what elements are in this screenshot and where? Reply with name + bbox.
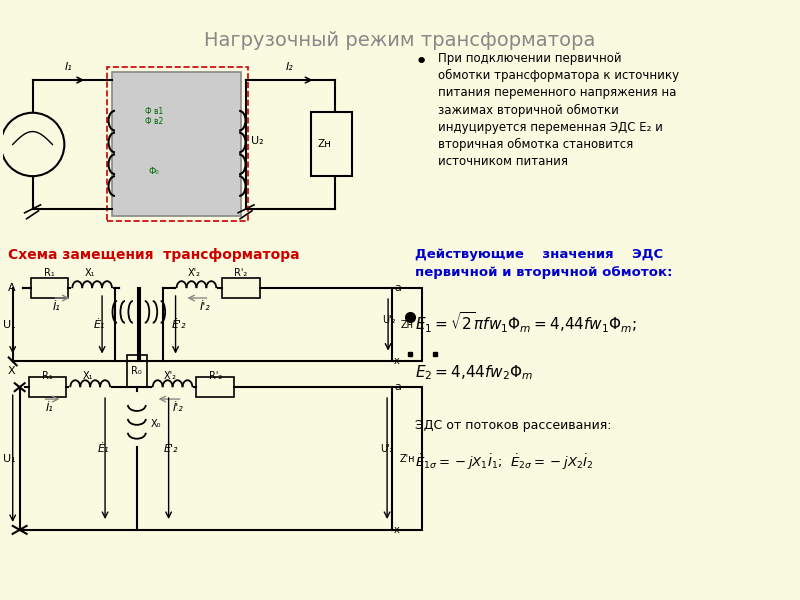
Text: Ė₁: Ė₁ (98, 443, 109, 454)
Text: a: a (394, 283, 401, 293)
Text: R'₂: R'₂ (209, 371, 222, 381)
Text: U₁: U₁ (2, 454, 15, 464)
Text: $E_1 = \sqrt{2}\pi f w_1 \Phi_m = 4{,}44 f w_1 \Phi_m$;: $E_1 = \sqrt{2}\pi f w_1 \Phi_m = 4{,}44… (415, 310, 637, 335)
Bar (197, 377, 234, 397)
Text: R₁: R₁ (42, 371, 53, 381)
Text: ЭДС от потоков рассеивания:: ЭДС от потоков рассеивания: (415, 419, 611, 432)
Text: X'₂: X'₂ (188, 268, 201, 278)
Text: U'₂: U'₂ (382, 315, 396, 325)
Text: Схема замещения  трансформатора: Схема замещения трансформатора (8, 248, 299, 262)
Text: Действующие    значения    ЭДС
первичной и вторичной обмоток:: Действующие значения ЭДС первичной и вто… (415, 248, 672, 280)
Text: $E_2 = 4{,}44 f w_2 \Phi_m$: $E_2 = 4{,}44 f w_2 \Phi_m$ (415, 364, 534, 382)
Text: İ₁: İ₁ (46, 403, 54, 413)
Text: Ė'₂: Ė'₂ (171, 320, 186, 330)
Bar (107, 67, 248, 221)
Bar (30, 278, 68, 298)
Bar (29, 377, 66, 397)
Text: İ₁: İ₁ (53, 302, 60, 312)
Text: R'₂: R'₂ (234, 268, 248, 278)
Bar (392, 288, 422, 361)
Text: Ė₁: Ė₁ (94, 320, 105, 330)
Text: Ф в1
Ф в2: Ф в1 Ф в2 (145, 107, 163, 127)
Text: I₂: I₂ (286, 62, 294, 72)
Text: X₁: X₁ (83, 371, 94, 381)
Text: x: x (394, 525, 400, 535)
Text: x: x (394, 356, 400, 367)
Text: Zн: Zн (318, 139, 331, 149)
Text: İ'₂: İ'₂ (199, 302, 210, 312)
Bar (112, 72, 241, 216)
Text: X: X (8, 367, 15, 376)
Text: Нагрузочный режим трансформатора: Нагрузочный режим трансформатора (204, 31, 596, 50)
Text: R₁: R₁ (44, 268, 55, 278)
Text: U'₂: U'₂ (380, 443, 394, 454)
Text: Ф₀: Ф₀ (149, 167, 159, 176)
Text: X'₂: X'₂ (164, 371, 177, 381)
Bar (222, 278, 260, 298)
Bar (127, 355, 146, 387)
Text: U₁: U₁ (2, 320, 15, 330)
Text: A: A (8, 283, 15, 293)
Bar (392, 387, 422, 530)
Text: U₂: U₂ (251, 136, 264, 146)
Text: $\dot{E}_{1\sigma} = - jX_1\dot{I}_1$;  $\dot{E}_{2\sigma} = - jX_2\dot{I}_2$: $\dot{E}_{1\sigma} = - jX_1\dot{I}_1$; $… (415, 452, 594, 472)
Text: Z'н: Z'н (399, 454, 414, 464)
Text: R₀: R₀ (131, 367, 142, 376)
Text: U₁: U₁ (8, 136, 20, 146)
Text: İ'₂: İ'₂ (173, 403, 183, 413)
Bar (310, 112, 352, 176)
Text: I₁: I₁ (64, 62, 72, 72)
Text: X₀: X₀ (150, 419, 162, 429)
Circle shape (1, 113, 64, 176)
Text: X₁: X₁ (85, 268, 95, 278)
Text: •: • (415, 52, 428, 73)
Text: Ė'₂: Ė'₂ (163, 443, 178, 454)
Text: Zн: Zн (401, 320, 414, 330)
Text: a: a (394, 382, 401, 392)
Text: При подключении первичной
обмотки трансформатора к источнику
питания переменного: При подключении первичной обмотки трансф… (438, 52, 679, 168)
